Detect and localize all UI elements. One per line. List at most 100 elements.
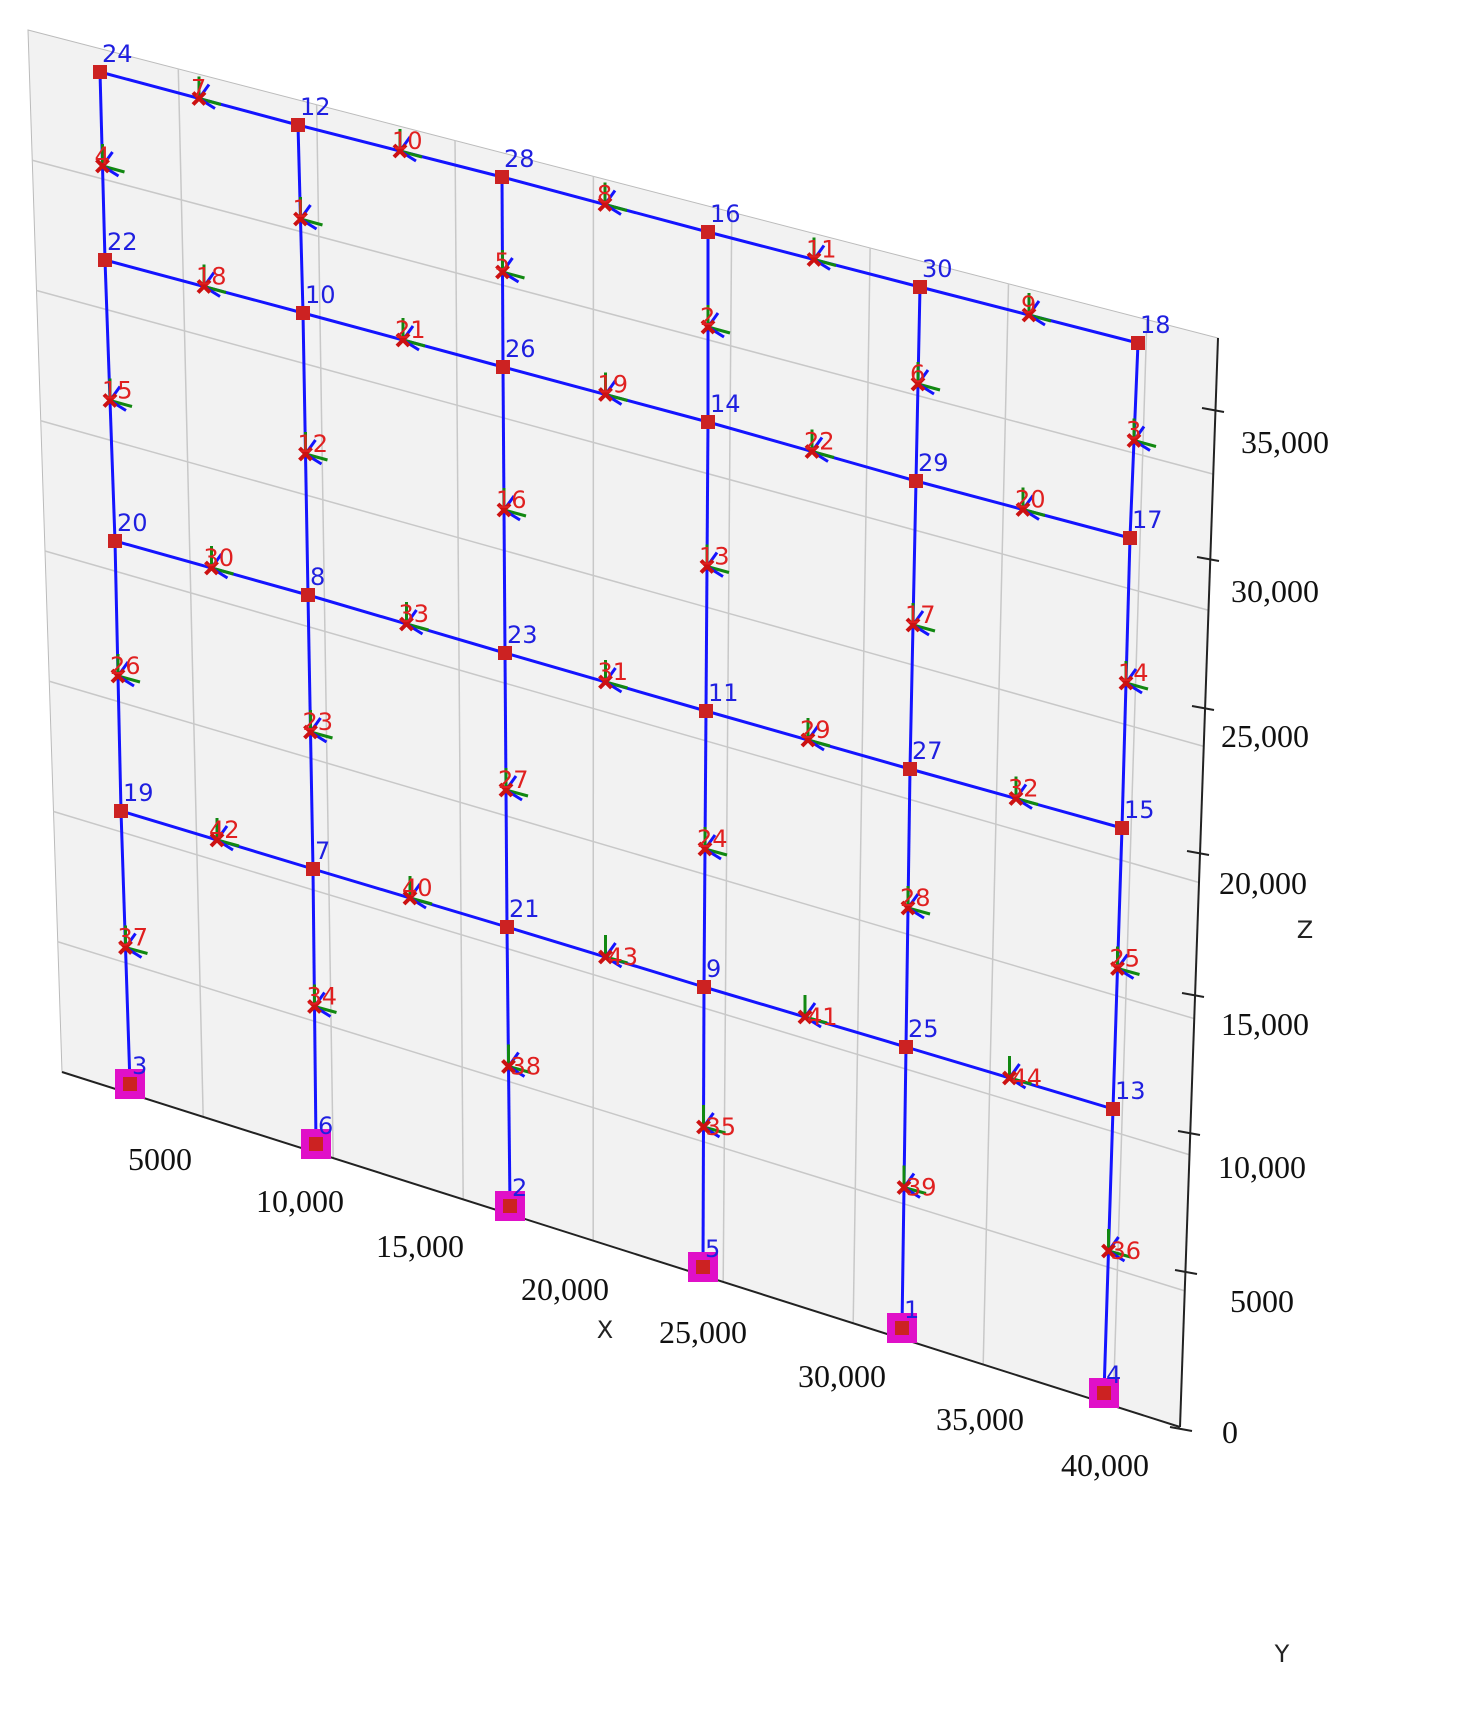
element-marker <box>598 674 613 690</box>
element-marker <box>95 158 110 174</box>
element-label: 35 <box>706 1113 737 1141</box>
element-label: 22 <box>804 428 835 456</box>
node-label: 13 <box>1115 1077 1146 1105</box>
element-label: 2 <box>700 303 715 331</box>
element-label: 7 <box>191 75 206 103</box>
element-label: 21 <box>395 316 426 344</box>
element-label: 14 <box>1118 659 1149 687</box>
frame <box>93 65 1157 1408</box>
element-marker <box>1008 791 1024 806</box>
element-label: 15 <box>102 377 133 405</box>
element-marker <box>597 197 613 212</box>
element-marker <box>1126 433 1142 448</box>
element-marker <box>196 279 212 294</box>
z-tick-label: 35,000 <box>1241 424 1329 460</box>
node <box>108 534 122 548</box>
node <box>696 1260 710 1274</box>
x-tick-label: 35,000 <box>936 1401 1024 1437</box>
node <box>309 1137 323 1151</box>
node-label: 4 <box>1106 1361 1121 1389</box>
element-label: 36 <box>1111 1237 1142 1265</box>
element-marker <box>804 444 820 459</box>
element-marker <box>910 376 926 392</box>
node-label: 15 <box>1124 796 1155 824</box>
node <box>697 980 711 994</box>
element-label: 31 <box>598 658 629 686</box>
node <box>496 360 510 374</box>
x-tick-label: 40,000 <box>1061 1447 1149 1483</box>
element-label: 32 <box>1008 775 1039 803</box>
node-label: 17 <box>1132 506 1163 534</box>
element-label: 43 <box>608 943 639 971</box>
x-tick-label: 15,000 <box>376 1228 464 1264</box>
node-label: 27 <box>912 737 943 765</box>
element-marker <box>392 143 408 159</box>
element-marker <box>498 782 514 798</box>
node <box>123 1077 137 1091</box>
node <box>1131 336 1145 350</box>
grid-line <box>36 289 1209 611</box>
node-label: 7 <box>315 837 330 865</box>
element-marker <box>402 890 418 906</box>
element-label: 25 <box>1110 945 1141 973</box>
element-marker <box>1021 307 1037 323</box>
node-label: 23 <box>507 621 538 649</box>
node-label: 5 <box>705 1235 720 1263</box>
element-marker <box>495 264 510 280</box>
grid-line <box>32 159 1214 475</box>
node <box>1106 1102 1120 1116</box>
back-panel <box>27 29 1219 1428</box>
grid-line <box>40 420 1204 748</box>
element-marker <box>307 999 322 1014</box>
node <box>701 415 715 429</box>
node-label: 29 <box>918 449 949 477</box>
element-marker <box>896 1180 912 1195</box>
node <box>93 65 107 79</box>
element-label: 34 <box>307 983 338 1011</box>
tick-mark <box>1177 1130 1201 1136</box>
element-label: 10 <box>392 127 423 155</box>
node-label: 22 <box>107 228 138 256</box>
node <box>1123 531 1137 545</box>
node <box>114 804 128 818</box>
node-label: 20 <box>117 509 148 537</box>
element-marker <box>696 1119 711 1135</box>
node <box>899 1040 913 1054</box>
element-label: 8 <box>597 181 612 209</box>
tick-mark <box>1196 556 1220 562</box>
node <box>500 920 514 934</box>
node-label: 18 <box>1140 311 1171 339</box>
node-label: 26 <box>505 335 536 363</box>
node <box>296 306 310 320</box>
element-label: 18 <box>196 263 227 291</box>
node <box>913 280 927 294</box>
node-label: 6 <box>318 1112 333 1140</box>
element-marker <box>496 502 512 518</box>
element-marker <box>1118 675 1134 691</box>
element-label: 13 <box>699 543 730 571</box>
node <box>701 225 715 239</box>
y-axis-title: Y <box>1274 1640 1290 1668</box>
element-marker <box>700 319 716 335</box>
node-label: 30 <box>922 255 953 283</box>
node <box>306 862 320 876</box>
element-marker <box>293 211 308 227</box>
labels: 5000 10,000 15,000 20,000 25,000 30,000 35,000… <box>95 40 1330 1483</box>
z-tick-label: 0 <box>1222 1414 1238 1450</box>
tick-mark <box>1181 992 1205 998</box>
node-label: 25 <box>908 1015 939 1043</box>
x-tick-label: 25,000 <box>659 1314 747 1350</box>
element-marker <box>598 387 613 402</box>
node-label: 3 <box>132 1052 147 1080</box>
node-label: 11 <box>708 679 739 707</box>
tick-marks <box>1169 407 1225 1432</box>
element-label: 1 <box>293 195 308 223</box>
grid-line <box>44 550 1200 884</box>
tick-mark <box>1186 850 1210 856</box>
z-tick-label: 25,000 <box>1221 718 1309 754</box>
tick-mark <box>1169 1426 1193 1432</box>
node <box>503 1199 517 1213</box>
element-label: 37 <box>118 924 149 952</box>
node <box>909 474 923 488</box>
node <box>903 762 917 776</box>
